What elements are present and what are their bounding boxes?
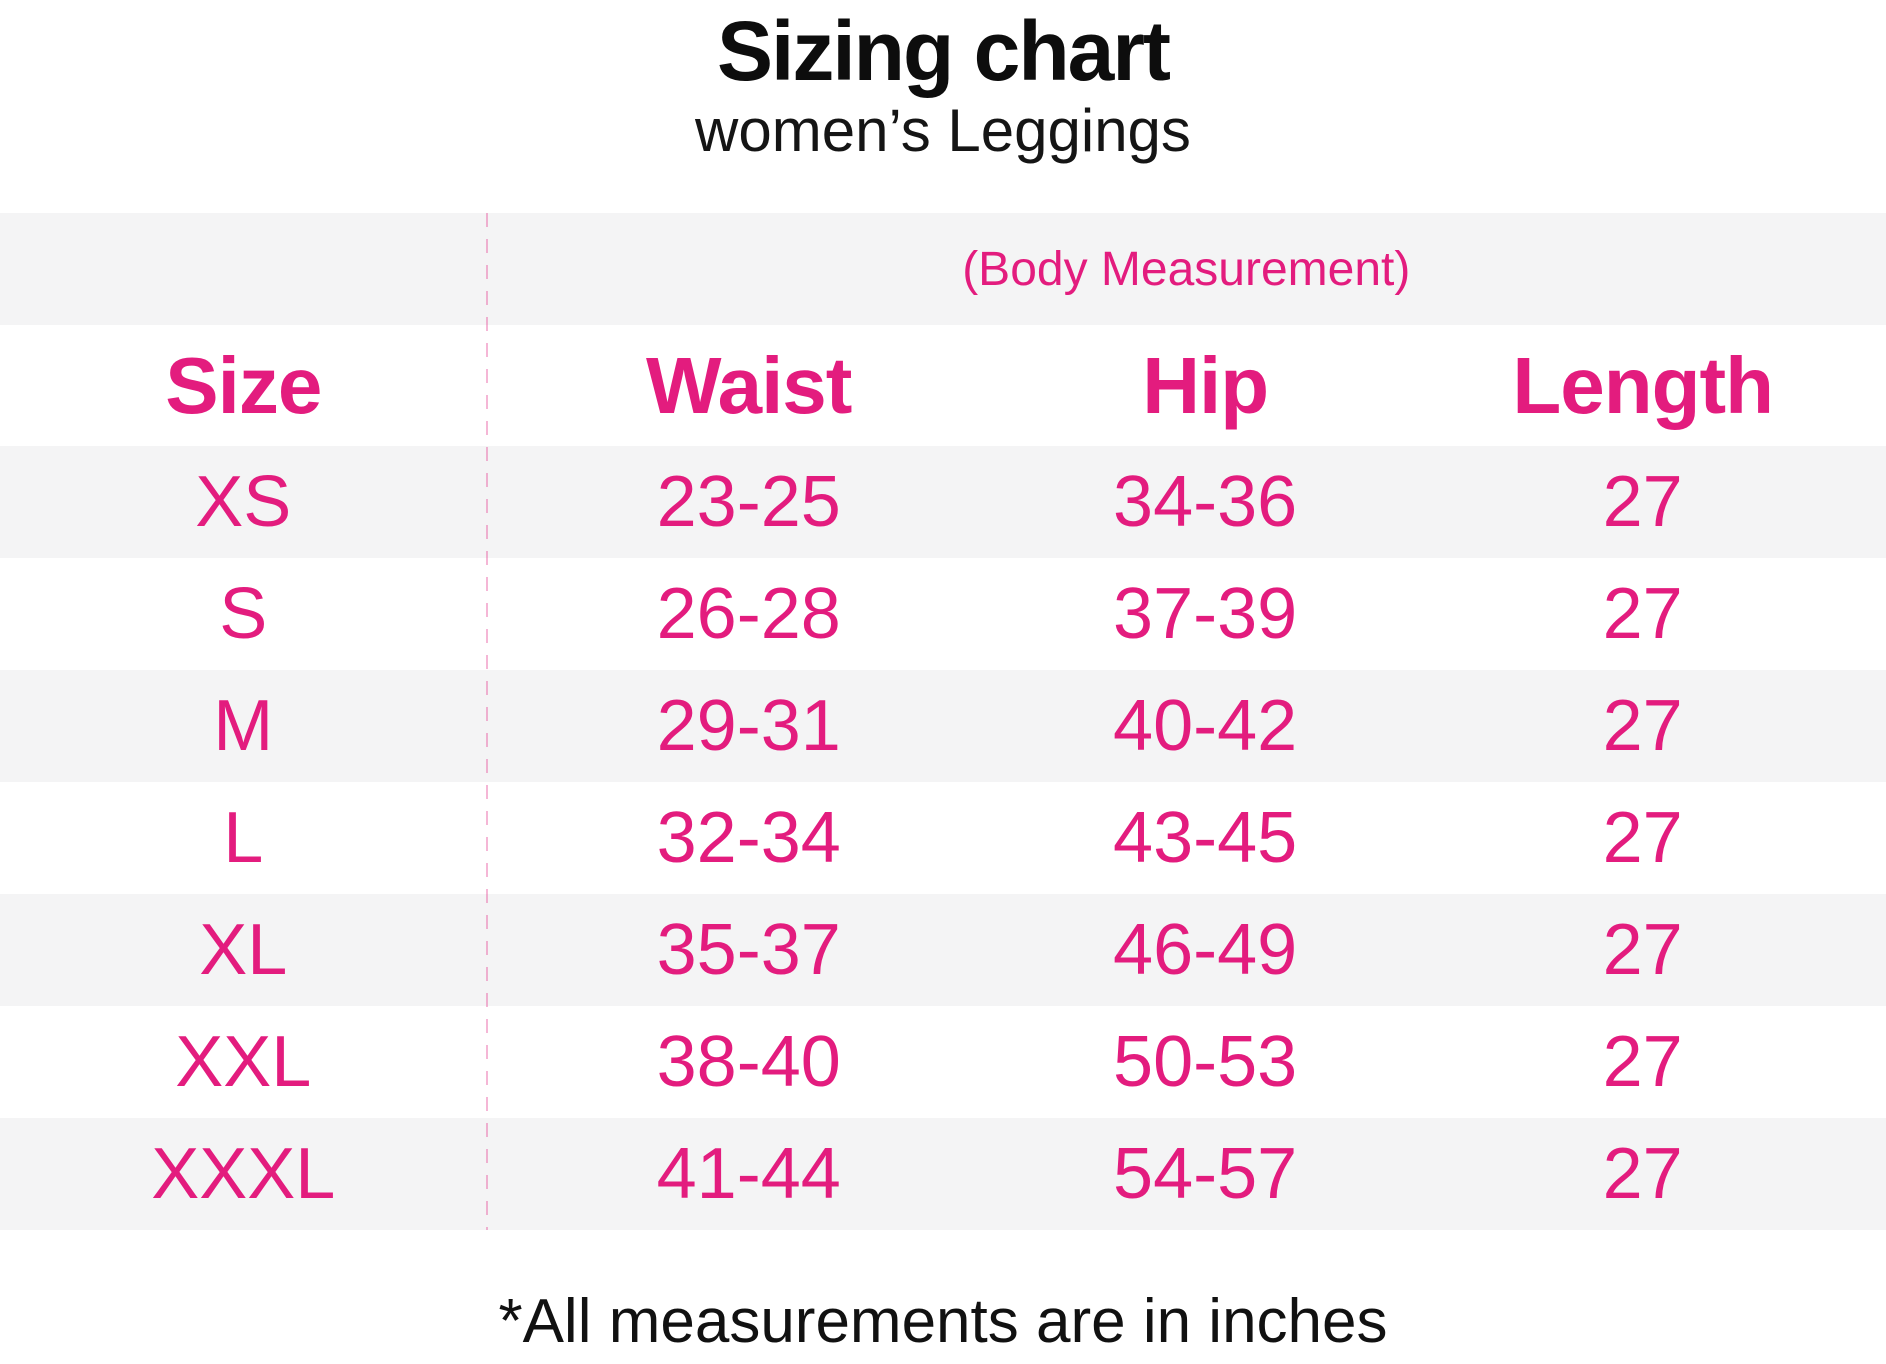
page-title: Sizing chart — [716, 4, 1171, 98]
waist-cell: 23-25 — [656, 462, 841, 542]
table-row-s: S 26-28 37-39 27 — [0, 558, 1886, 670]
table-header-row: Size Waist Hip Length — [0, 325, 1886, 446]
table-row-xxxl: XXXL 41-44 54-57 27 — [0, 1118, 1886, 1230]
length-cell: 27 — [1602, 462, 1683, 542]
size-cell: L — [223, 798, 264, 878]
table-group-header-row: (Body Measurement) — [0, 213, 1886, 325]
size-column-dashed-divider — [485, 213, 488, 1230]
size-cell: XS — [195, 462, 292, 542]
hip-cell: 40-42 — [1113, 686, 1298, 766]
waist-cell: 26-28 — [656, 574, 841, 654]
column-header-waist: Waist — [646, 340, 852, 430]
body-measurement-header: (Body Measurement) — [962, 242, 1411, 296]
waist-cell: 35-37 — [656, 910, 841, 990]
waist-cell: 29-31 — [656, 686, 841, 766]
measurements-note: *All measurements are in inches — [498, 1287, 1388, 1356]
size-cell: M — [213, 686, 274, 766]
waist-cell: 32-34 — [656, 798, 841, 878]
size-cell: XXXL — [151, 1134, 336, 1214]
length-cell: 27 — [1602, 686, 1683, 766]
hip-cell: 37-39 — [1113, 574, 1298, 654]
hip-cell: 54-57 — [1113, 1134, 1298, 1214]
table-row-m: M 29-31 40-42 27 — [0, 670, 1886, 782]
column-header-length: Length — [1512, 340, 1774, 430]
size-cell: XXL — [175, 1022, 312, 1102]
length-cell: 27 — [1602, 1134, 1683, 1214]
sizing-table: (Body Measurement) Size Waist Hip Length… — [0, 213, 1886, 1230]
waist-cell: 38-40 — [656, 1022, 841, 1102]
size-cell: S — [219, 574, 268, 654]
table-row-xxl: XXL 38-40 50-53 27 — [0, 1006, 1886, 1118]
table-row-l: L 32-34 43-45 27 — [0, 782, 1886, 894]
column-header-hip: Hip — [1142, 340, 1269, 430]
size-cell: XL — [199, 910, 288, 990]
length-cell: 27 — [1602, 574, 1683, 654]
column-header-size: Size — [165, 340, 322, 430]
page-subtitle: women’s Leggings — [695, 97, 1191, 165]
waist-cell: 41-44 — [656, 1134, 841, 1214]
title-block: Sizing chart women’s Leggings — [0, 0, 1886, 164]
table-row-xs: XS 23-25 34-36 27 — [0, 446, 1886, 558]
hip-cell: 50-53 — [1113, 1022, 1298, 1102]
table-row-xl: XL 35-37 46-49 27 — [0, 894, 1886, 1006]
hip-cell: 34-36 — [1113, 462, 1298, 542]
group-header-spacer-cell — [0, 213, 487, 325]
hip-cell: 43-45 — [1113, 798, 1298, 878]
hip-cell: 46-49 — [1113, 910, 1298, 990]
length-cell: 27 — [1602, 1022, 1683, 1102]
length-cell: 27 — [1602, 798, 1683, 878]
length-cell: 27 — [1602, 910, 1683, 990]
